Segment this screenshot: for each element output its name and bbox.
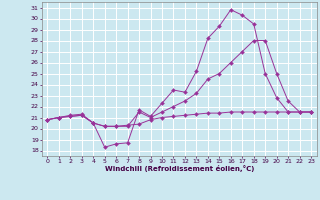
X-axis label: Windchill (Refroidissement éolien,°C): Windchill (Refroidissement éolien,°C) bbox=[105, 165, 254, 172]
